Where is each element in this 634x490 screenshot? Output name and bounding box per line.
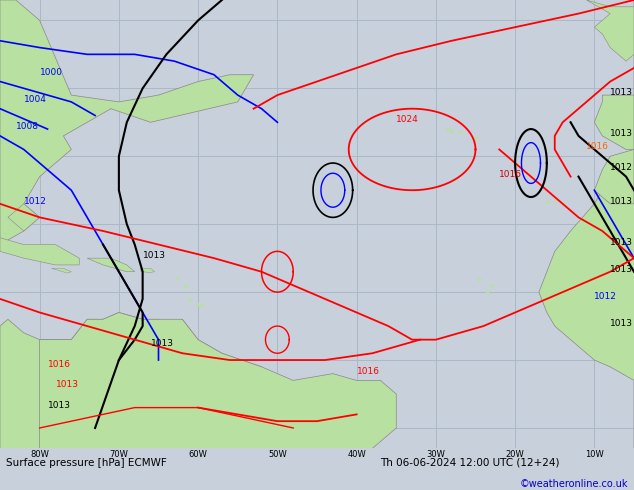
- Text: 1016: 1016: [500, 170, 522, 179]
- Text: 1013: 1013: [610, 238, 633, 246]
- Text: 60W: 60W: [189, 450, 207, 460]
- Text: 70W: 70W: [110, 450, 128, 460]
- Text: 1013: 1013: [150, 340, 174, 348]
- Text: 1013: 1013: [610, 319, 633, 328]
- Text: 1016: 1016: [48, 360, 70, 369]
- Text: 1016: 1016: [586, 143, 609, 151]
- Polygon shape: [539, 0, 634, 448]
- Text: 80W: 80W: [30, 450, 49, 460]
- Text: Th 06-06-2024 12:00 UTC (12+24): Th 06-06-2024 12:00 UTC (12+24): [380, 458, 560, 468]
- Text: 1013: 1013: [55, 380, 79, 389]
- Polygon shape: [0, 0, 254, 245]
- Polygon shape: [140, 269, 155, 272]
- Polygon shape: [0, 313, 277, 448]
- Text: 1004: 1004: [23, 95, 47, 104]
- Text: 30W: 30W: [427, 450, 445, 460]
- Text: 1013: 1013: [143, 251, 165, 260]
- Text: 1013: 1013: [48, 401, 70, 410]
- Polygon shape: [595, 149, 634, 204]
- Text: 1012: 1012: [610, 163, 633, 172]
- Text: Surface pressure [hPa] ECMWF: Surface pressure [hPa] ECMWF: [6, 458, 167, 468]
- Text: 1008: 1008: [16, 122, 39, 131]
- Text: 1024: 1024: [396, 115, 419, 124]
- Polygon shape: [586, 0, 634, 61]
- Polygon shape: [39, 313, 396, 448]
- Text: 1012: 1012: [595, 292, 618, 301]
- Text: 20W: 20W: [506, 450, 524, 460]
- Text: 1013: 1013: [610, 129, 633, 138]
- Polygon shape: [595, 95, 634, 149]
- Text: 10W: 10W: [585, 450, 604, 460]
- Text: 1016: 1016: [356, 367, 380, 376]
- Text: 1000: 1000: [39, 68, 63, 77]
- Text: 50W: 50W: [268, 450, 287, 460]
- Text: 1013: 1013: [610, 197, 633, 206]
- Polygon shape: [87, 258, 134, 272]
- Polygon shape: [0, 238, 79, 265]
- Text: 1013: 1013: [610, 265, 633, 274]
- Polygon shape: [8, 204, 39, 231]
- Text: ©weatheronline.co.uk: ©weatheronline.co.uk: [519, 479, 628, 489]
- Text: 1013: 1013: [610, 88, 633, 97]
- Text: 1012: 1012: [23, 197, 47, 206]
- Polygon shape: [51, 269, 71, 273]
- Text: 40W: 40W: [347, 450, 366, 460]
